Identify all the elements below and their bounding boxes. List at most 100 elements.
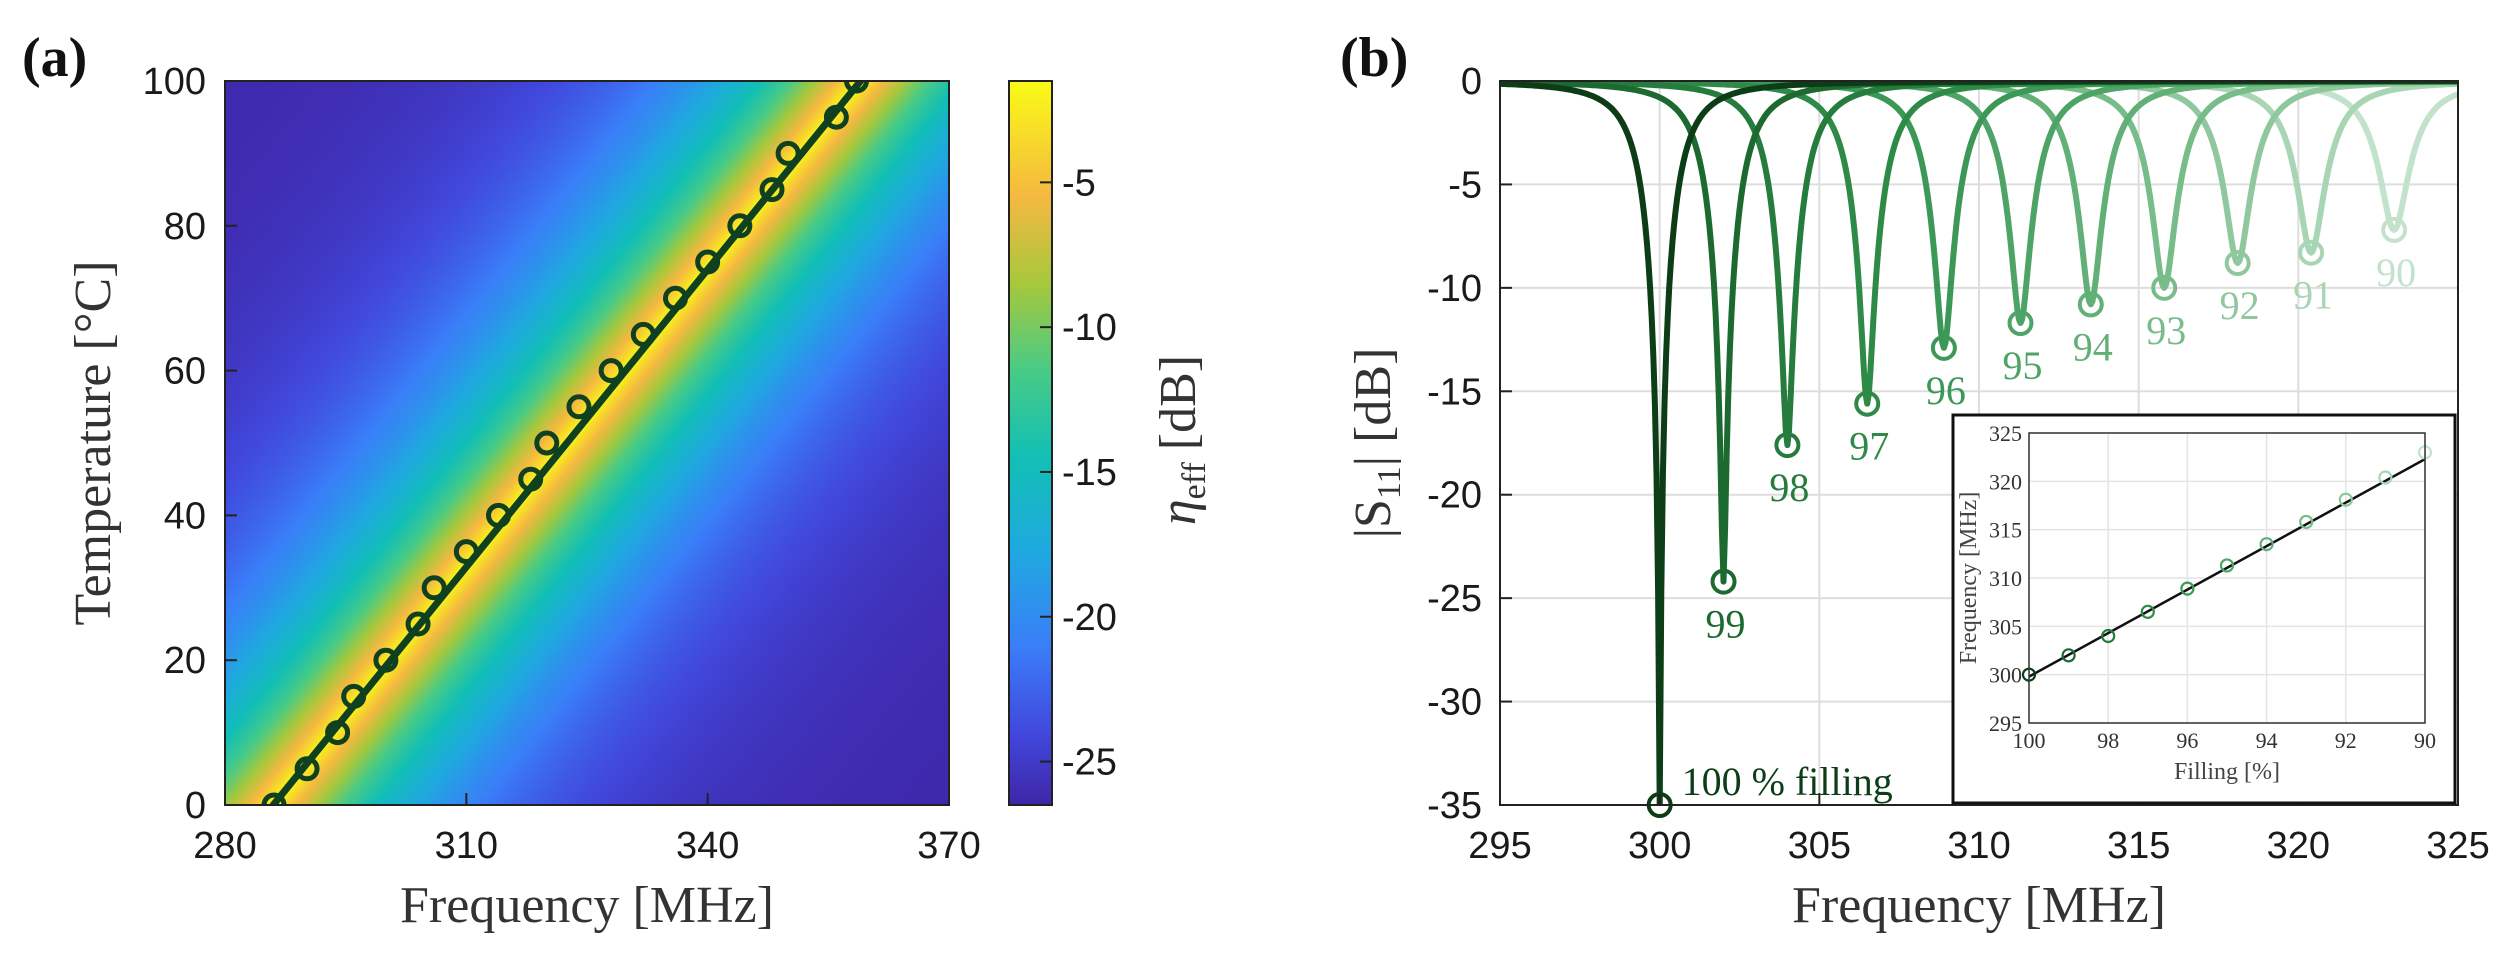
series-label-93: 93 (2146, 308, 2186, 353)
inset-y-tick-label: 315 (1989, 518, 2022, 543)
y-tick-label: 80 (164, 206, 206, 248)
panel-a-label: (a) (22, 27, 87, 89)
data-marker (566, 394, 592, 420)
minimum-marker-97 (1854, 390, 1881, 417)
data-marker (261, 792, 287, 805)
inset-x-tick-label: 90 (2414, 728, 2436, 753)
inset-point (2140, 604, 2155, 619)
fit-line (269, 81, 865, 805)
minimum-marker-90 (2381, 216, 2408, 243)
x-tick-label: 310 (1947, 825, 2010, 867)
inset-point (2259, 537, 2274, 552)
inset-point (2180, 581, 2195, 596)
y-axis-label-a: Temperature [°C] (65, 260, 122, 625)
x-tick-label: 340 (676, 825, 739, 867)
x-tick-label: 320 (2267, 825, 2330, 867)
x-axis-label-a: Frequency [MHz] (400, 877, 774, 934)
inset-fit-line (2028, 458, 2426, 678)
inset-y-tick-label: 320 (1989, 469, 2022, 494)
annotation-100-filling: 100 % filling (1682, 759, 1893, 804)
y-tick-label: -5 (1448, 164, 1482, 206)
minimum-marker-99 (1710, 568, 1737, 595)
y-tick-label: 0 (1461, 61, 1482, 103)
series-label-98: 98 (1769, 465, 1809, 510)
heatmap-area (225, 81, 949, 805)
series-label-91: 91 (2293, 273, 2333, 318)
minimum-marker-92 (2224, 250, 2251, 277)
y-axis-label-b-sub: 11 (1371, 466, 1408, 499)
colorbar (1009, 81, 1052, 805)
x-tick-label: 305 (1788, 825, 1851, 867)
inset-point (2219, 558, 2235, 573)
y-tick-label: -25 (1427, 578, 1482, 620)
colorbar-frame (1008, 80, 1053, 806)
y-axis-label-b-end: | [dB] (1345, 348, 1402, 467)
inset-plot-frame (2028, 432, 2426, 724)
axis-ticks-b: 295 300 305 310 315 320 325 0 -5 -10 -15 -20 -25 -30 -… (1427, 61, 2490, 867)
colorbar-ticks: -5 -10 -15 -20 -25 (1040, 162, 1117, 784)
x-axis-label-b: Frequency [MHz] (1792, 877, 2166, 934)
axis-ticks-a: 280 310 340 370 0 20 40 60 80 100 (143, 61, 981, 867)
x-tick-label: 325 (2426, 825, 2489, 867)
y-tick-label: 0 (185, 785, 206, 827)
series-label-94: 94 (2073, 324, 2113, 369)
series-label-90: 90 (2376, 250, 2416, 295)
colorbar-tick-label: -15 (1062, 452, 1117, 494)
colorbar-tick-label: -10 (1062, 307, 1117, 349)
minimum-marker-96 (1930, 334, 1957, 361)
panel-a: (a) 280 310 340 370 0 20 40 60 80 100 Frequency [… (22, 27, 1213, 934)
panel-b: (b) 99 98 97 96 95 94 93 92 91 90 100 % filling 2… (1340, 27, 2490, 934)
inset-x-tick-label: 100 (2013, 728, 2046, 753)
inset-point (2338, 492, 2353, 507)
inset-y-axis-label: Frequency [MHz] (1956, 492, 1982, 665)
data-marker (727, 213, 753, 239)
colorbar-tick-label: -5 (1062, 162, 1096, 204)
minimum-marker-95 (2007, 310, 2034, 337)
minimum-marker-91 (2298, 239, 2325, 266)
series-label-97: 97 (1849, 424, 1889, 469)
inset-point (2378, 470, 2393, 485)
y-tick-label: -15 (1427, 371, 1482, 413)
data-marker (759, 177, 785, 203)
series-label-96: 96 (1926, 368, 1966, 413)
data-marker (405, 611, 431, 637)
inset-point (2101, 628, 2116, 644)
y-tick-label: -30 (1427, 682, 1482, 724)
inset-x-tick-label: 98 (2097, 728, 2119, 753)
y-tick-label: 20 (164, 640, 206, 682)
inset-chart: 100 98 96 94 92 90 295 300 305 310 315 320 325 Filli… (1951, 413, 2457, 805)
x-tick-label: 310 (435, 825, 498, 867)
x-tick-label: 300 (1628, 825, 1691, 867)
inset-y-tick-label: 325 (1989, 421, 2022, 446)
colorbar-label-unit: [dB] (1150, 355, 1207, 450)
colorbar-tick-label: -20 (1062, 597, 1117, 639)
y-tick-label: -35 (1427, 785, 1482, 827)
y-tick-label: 100 (143, 61, 206, 103)
inset-point (2299, 514, 2314, 530)
inset-x-axis-label: Filling [%] (2174, 759, 2280, 785)
colorbar-tick-label: -25 (1062, 742, 1117, 784)
y-axis-label-b: |S11| [dB] (1345, 348, 1408, 539)
x-tick-label: 295 (1468, 825, 1531, 867)
panel-b-label: (b) (1340, 27, 1408, 89)
inset-y-tick-label: 305 (1989, 614, 2022, 639)
inset-x-tick-label: 92 (2335, 728, 2357, 753)
inset-x-tick-label: 94 (2256, 728, 2278, 753)
y-tick-label: 60 (164, 351, 206, 393)
y-tick-label: -20 (1427, 475, 1482, 517)
colorbar-label-main: η (1150, 499, 1207, 525)
series-label-99: 99 (1706, 602, 1746, 647)
x-tick-label: 370 (917, 825, 980, 867)
x-tick-label: 315 (2107, 825, 2170, 867)
plot-frame-a (224, 80, 950, 806)
x-tick-label: 280 (193, 825, 256, 867)
inset-x-tick-label: 96 (2176, 728, 2198, 753)
inset-y-tick-label: 300 (1989, 663, 2022, 688)
series-label-92: 92 (2220, 283, 2260, 328)
colorbar-label: ηeff [dB] (1150, 355, 1213, 525)
inset-y-tick-label: 295 (1989, 711, 2022, 736)
inset-point (2061, 648, 2076, 663)
heatmap-image (225, 81, 949, 805)
data-marker (421, 575, 447, 601)
